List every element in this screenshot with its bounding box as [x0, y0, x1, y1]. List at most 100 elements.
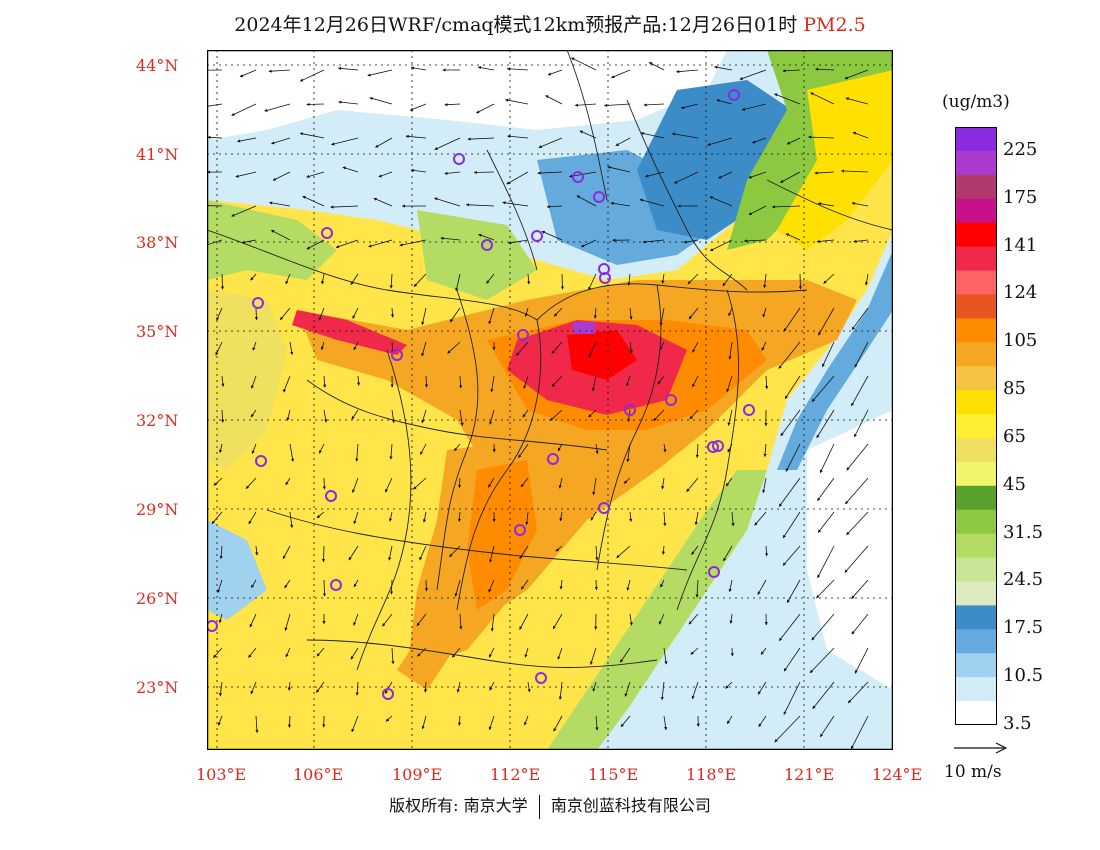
wind-arrow	[241, 239, 257, 244]
lat-label-41: 41°N	[136, 145, 179, 164]
wind-arrow	[519, 613, 529, 630]
colorbar-swatch	[955, 270, 997, 295]
wind-arrow	[689, 409, 699, 420]
wind-arrow	[478, 233, 495, 241]
wind-arrow	[289, 511, 294, 529]
wind-arrow	[272, 171, 291, 181]
wind-arrow	[771, 205, 801, 209]
wind-arrow	[306, 102, 325, 107]
wind-arrow	[549, 409, 563, 421]
yinchuan-marker	[321, 227, 333, 239]
wind-arrow	[748, 205, 767, 216]
wind-arrow	[245, 477, 257, 489]
wind-arrow	[289, 341, 294, 356]
wind-arrow	[221, 375, 225, 387]
wind-arrow	[449, 545, 461, 558]
wind-arrow	[783, 307, 801, 332]
wind-arrow	[405, 134, 427, 139]
wind-arrow	[707, 137, 733, 146]
wind-arrow	[525, 511, 529, 526]
wind-arrow	[592, 477, 597, 496]
wind-arrow	[323, 375, 327, 388]
colorbar-label: 85	[1003, 378, 1026, 400]
wind-arrow	[410, 168, 427, 173]
wind-arrow	[729, 613, 733, 624]
wind-arrow	[486, 273, 495, 284]
wind-arrow	[819, 443, 835, 474]
lanzhou-marker	[391, 349, 403, 361]
wind-arrow	[490, 613, 495, 632]
xian-marker	[517, 329, 529, 341]
wind-arrow	[552, 613, 563, 630]
wind-arrow	[302, 195, 325, 207]
wind-arrow	[449, 307, 461, 323]
wind-arrow	[626, 375, 631, 387]
colorbar-label: 105	[1003, 330, 1038, 352]
wind-arrow	[624, 681, 631, 697]
wind-arrow	[686, 477, 699, 492]
wind-arrow	[527, 681, 531, 693]
wind-arrow	[250, 375, 257, 389]
east-sea-light	[587, 230, 893, 750]
wind-arrow	[629, 341, 633, 354]
wind-arrow	[217, 715, 223, 726]
wind-arrow	[626, 443, 631, 463]
wind-arrow	[725, 681, 733, 689]
wind-arrow	[506, 171, 529, 185]
wind-arrow	[688, 613, 699, 625]
colorbar-swatch	[955, 366, 997, 391]
colorbar-swatch	[955, 318, 997, 343]
wind-arrow	[663, 715, 668, 731]
wind-arrow	[725, 477, 733, 487]
wind-arrow	[373, 197, 393, 207]
wind-arrow	[382, 613, 393, 627]
wind-arrow	[728, 579, 733, 593]
wind-arrow	[709, 196, 733, 207]
wind-arrow	[384, 681, 393, 694]
wind-arrow	[854, 647, 869, 674]
wind-arrow	[579, 130, 597, 139]
wind-arrow	[367, 69, 393, 77]
wind-arrow	[351, 715, 359, 733]
colorbar-label: 65	[1003, 425, 1026, 447]
wind-arrow	[523, 375, 529, 389]
wind-arrow	[676, 69, 699, 74]
wind-arrow	[217, 579, 223, 594]
wind-arrow	[457, 715, 462, 726]
wind-arrow	[506, 67, 529, 71]
wind-arrow	[285, 273, 291, 285]
wind-arrow	[593, 307, 597, 319]
wind-arrow	[558, 681, 563, 700]
wind-arrow	[851, 307, 869, 330]
wind-arrow	[778, 477, 801, 507]
wind-arrow	[659, 307, 665, 326]
wind-arrow	[785, 443, 801, 472]
wind-arrow	[215, 341, 223, 356]
wind-arrow	[592, 681, 597, 692]
wind-arrow	[316, 681, 325, 693]
wind-arrow	[615, 137, 631, 147]
wind-arrow	[594, 579, 598, 591]
wind-arrow	[342, 166, 359, 173]
wind-arrow	[560, 273, 565, 290]
wind-arrow	[453, 443, 461, 452]
wind-arrow	[846, 443, 869, 471]
colorbar-swatch	[955, 246, 997, 272]
lon-label-124: 124°E	[872, 765, 923, 784]
wind-arrow	[285, 647, 291, 658]
wind-arrow	[557, 647, 563, 660]
wind-arrow	[284, 613, 291, 631]
colorbar-swatch	[955, 294, 997, 319]
wind-arrow	[524, 647, 529, 658]
wind-arrow	[467, 137, 495, 141]
wind-arrow	[454, 579, 461, 597]
lon-label-103: 103°E	[196, 765, 247, 784]
wind-arrow	[416, 613, 427, 627]
wind-arrow	[456, 681, 461, 693]
wind-arrow	[780, 171, 801, 183]
wind-arrow	[421, 409, 427, 424]
wind-arrow	[785, 233, 801, 241]
colorbar-swatch	[955, 198, 997, 224]
wind-arrow	[489, 545, 495, 563]
wind-arrow	[219, 545, 223, 560]
